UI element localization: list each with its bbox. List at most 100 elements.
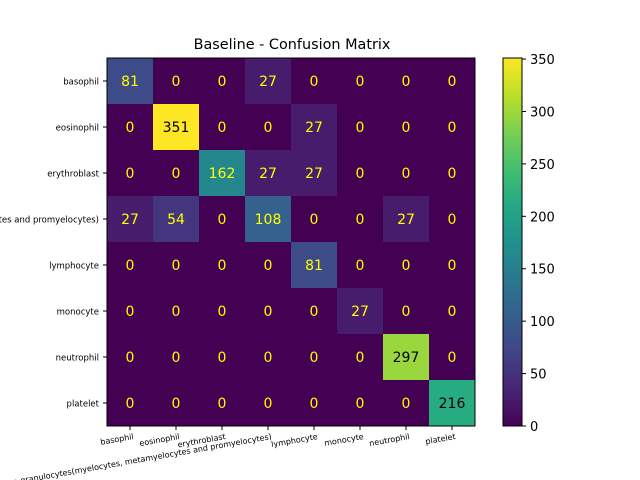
heatmap-cells — [107, 58, 476, 427]
cell-value-label: 0 — [448, 166, 457, 182]
heatmap-cell — [337, 58, 384, 105]
heatmap-cell — [153, 150, 200, 197]
heatmap-cell — [107, 150, 154, 197]
heatmap-cell — [337, 242, 384, 289]
cell-value-label: 0 — [126, 304, 135, 320]
cell-value-label: 0 — [402, 396, 411, 412]
heatmap-cell — [291, 58, 338, 105]
cell-value-labels: 81 0 0 27 0 0 0 0 0 351 0 0 27 0 0 0 0 0 162 27 27 0 0 0 27 54 0 10… — [121, 74, 465, 412]
cell-value-label: 0 — [218, 350, 227, 366]
cell-value-label: 0 — [126, 166, 135, 182]
cell-value-label: 27 — [259, 166, 277, 182]
heatmap-cell — [429, 288, 476, 335]
cell-value-label: 0 — [264, 120, 273, 136]
heatmap-cell — [199, 196, 246, 243]
heatmap-cell — [107, 196, 154, 243]
cell-value-label: 216 — [439, 396, 466, 412]
heatmap-cell — [383, 58, 430, 105]
cell-value-label: 0 — [218, 304, 227, 320]
y-tick-label: lymphocyte — [49, 262, 99, 272]
heatmap-cell — [337, 196, 384, 243]
cell-value-label: 0 — [310, 396, 319, 412]
cell-value-label: 0 — [402, 166, 411, 182]
heatmap-cell — [245, 150, 292, 197]
colorbar — [502, 57, 523, 427]
colorbar-tick-label: 0 — [530, 420, 538, 435]
cell-value-label: 27 — [305, 166, 323, 182]
y-tick-label: platelet — [67, 400, 100, 410]
cell-value-label: 0 — [310, 74, 319, 90]
cell-value-label: 0 — [218, 120, 227, 136]
cell-value-label: 0 — [172, 304, 181, 320]
heatmap-cell — [245, 196, 292, 243]
heatmap-cell — [337, 288, 384, 335]
cell-value-label: 0 — [264, 258, 273, 274]
cell-value-label: 0 — [172, 74, 181, 90]
y-tick-label: ig (immature granulocytes(myelocytes, me… — [0, 216, 99, 226]
heatmap-cell — [291, 104, 338, 151]
heatmap-cell — [199, 58, 246, 105]
cell-value-label: 0 — [448, 212, 457, 228]
cell-value-label: 0 — [310, 212, 319, 228]
y-axis: basophil eosinophil erythroblast ig (immatu… — [0, 78, 107, 410]
cell-value-label: 0 — [172, 258, 181, 274]
cell-value-label: 54 — [167, 212, 185, 228]
cell-value-label: 27 — [121, 212, 139, 228]
heatmap-cell — [291, 242, 338, 289]
cell-value-label: 0 — [356, 166, 365, 182]
colorbar-tick-label: 250 — [530, 158, 555, 173]
cell-value-label: 0 — [402, 258, 411, 274]
cell-value-label: 0 — [264, 304, 273, 320]
heatmap-cell — [383, 334, 430, 381]
cell-value-label: 0 — [448, 258, 457, 274]
cell-value-label: 0 — [126, 350, 135, 366]
heatmap-cell — [291, 380, 338, 427]
cell-value-label: 162 — [209, 166, 236, 182]
heatmap-cell — [245, 58, 292, 105]
heatmap-cell — [245, 242, 292, 289]
heatmap-cell — [199, 242, 246, 289]
heatmap-cell — [383, 380, 430, 427]
cell-value-label: 0 — [172, 396, 181, 412]
cell-value-label: 0 — [356, 74, 365, 90]
heatmap-cell — [337, 104, 384, 151]
cell-value-label: 0 — [218, 396, 227, 412]
heatmap-cell — [429, 242, 476, 289]
heatmap-cell — [291, 196, 338, 243]
cell-value-label: 0 — [310, 304, 319, 320]
heatmap-cell — [429, 104, 476, 151]
heatmap-cell — [153, 242, 200, 289]
heatmap-cell — [429, 150, 476, 197]
cell-value-label: 0 — [126, 120, 135, 136]
heatmap-cell — [107, 380, 154, 427]
plot-frame — [106, 57, 476, 427]
heatmap-cell — [429, 58, 476, 105]
colorbar-tick-label: 200 — [530, 210, 555, 225]
colorbar-tick-label: 100 — [530, 315, 555, 330]
cell-value-label: 0 — [356, 350, 365, 366]
heatmap-cell — [153, 380, 200, 427]
cell-value-label: 0 — [448, 304, 457, 320]
cell-value-label: 27 — [397, 212, 415, 228]
cell-value-label: 351 — [163, 120, 190, 136]
heatmap-cell — [383, 242, 430, 289]
cell-value-label: 0 — [448, 120, 457, 136]
heatmap-cell — [107, 334, 154, 381]
cell-value-label: 0 — [218, 212, 227, 228]
heatmap-cell — [337, 150, 384, 197]
cell-value-label: 0 — [402, 74, 411, 90]
heatmap-cell — [107, 104, 154, 151]
y-tick-label: erythroblast — [47, 170, 99, 180]
heatmap-cell — [107, 58, 154, 105]
chart-title: Baseline - Confusion Matrix — [194, 37, 391, 53]
heatmap-cell — [245, 288, 292, 335]
cell-value-label: 0 — [126, 396, 135, 412]
heatmap-cell — [383, 104, 430, 151]
cell-value-label: 0 — [126, 258, 135, 274]
cell-value-label: 0 — [448, 74, 457, 90]
cell-value-label: 0 — [356, 258, 365, 274]
heatmap-cell — [429, 196, 476, 243]
heatmap-cell — [337, 380, 384, 427]
cell-value-label: 27 — [305, 120, 323, 136]
